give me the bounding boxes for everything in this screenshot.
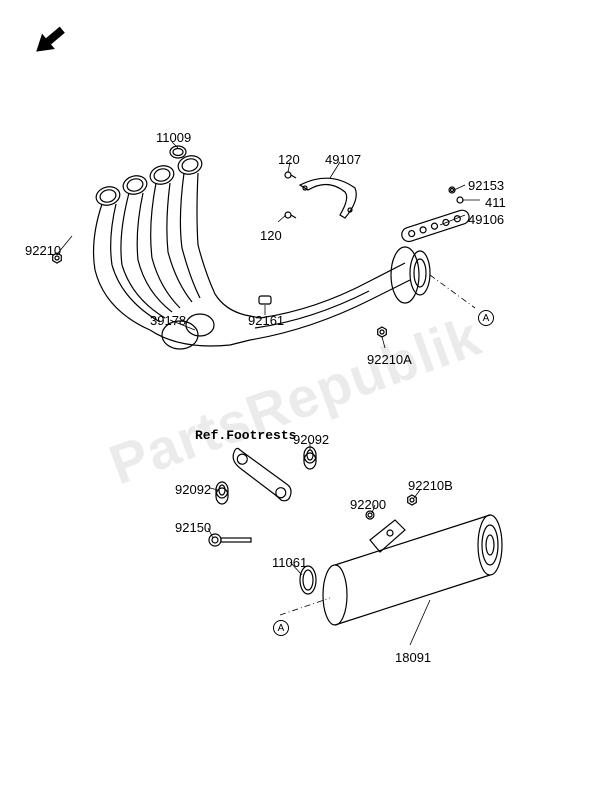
label-92150: 92150 bbox=[175, 520, 211, 535]
bolt-120a bbox=[285, 172, 296, 178]
label-92210B: 92210B bbox=[408, 478, 453, 493]
label-49107: 49107 bbox=[325, 152, 361, 167]
bolt-92150 bbox=[209, 534, 251, 546]
label-92092b: 92092 bbox=[175, 482, 211, 497]
label-411: 411 bbox=[485, 195, 506, 210]
marker-A-2: A bbox=[273, 620, 289, 636]
muffler-18091 bbox=[323, 515, 502, 625]
parts-diagram: 11009 120 49107 92153 411 49106 92210 12… bbox=[0, 0, 589, 799]
bolt-120b bbox=[285, 212, 296, 218]
label-92210A: 92210A bbox=[367, 352, 412, 367]
ref-footrests-label: Ref.Footrests bbox=[195, 428, 296, 443]
label-18091: 18091 bbox=[395, 650, 431, 665]
bolt-92200 bbox=[366, 511, 374, 519]
bracket-92161 bbox=[259, 296, 271, 304]
footrest-bracket bbox=[224, 448, 299, 503]
heat-shield-49107 bbox=[300, 178, 356, 218]
bushing-92092a bbox=[304, 447, 316, 469]
label-39178: 39178 bbox=[150, 313, 186, 328]
label-11061: 11061 bbox=[272, 555, 307, 570]
label-11009: 11009 bbox=[156, 130, 191, 145]
label-120a: 120 bbox=[278, 152, 300, 167]
marker-A-1: A bbox=[478, 310, 494, 326]
label-92153: 92153 bbox=[468, 178, 504, 193]
label-49106: 49106 bbox=[468, 212, 504, 227]
bushing-92092b bbox=[216, 482, 228, 504]
cover-49106 bbox=[400, 208, 471, 243]
label-92092a: 92092 bbox=[293, 432, 329, 447]
label-120b: 120 bbox=[260, 228, 282, 243]
label-92200: 92200 bbox=[350, 497, 386, 512]
gasket-11061 bbox=[300, 566, 316, 594]
parts-illustration bbox=[0, 0, 589, 799]
label-92161: 92161 bbox=[248, 313, 284, 328]
label-92210: 92210 bbox=[25, 243, 61, 258]
nut-92210A bbox=[378, 327, 387, 337]
